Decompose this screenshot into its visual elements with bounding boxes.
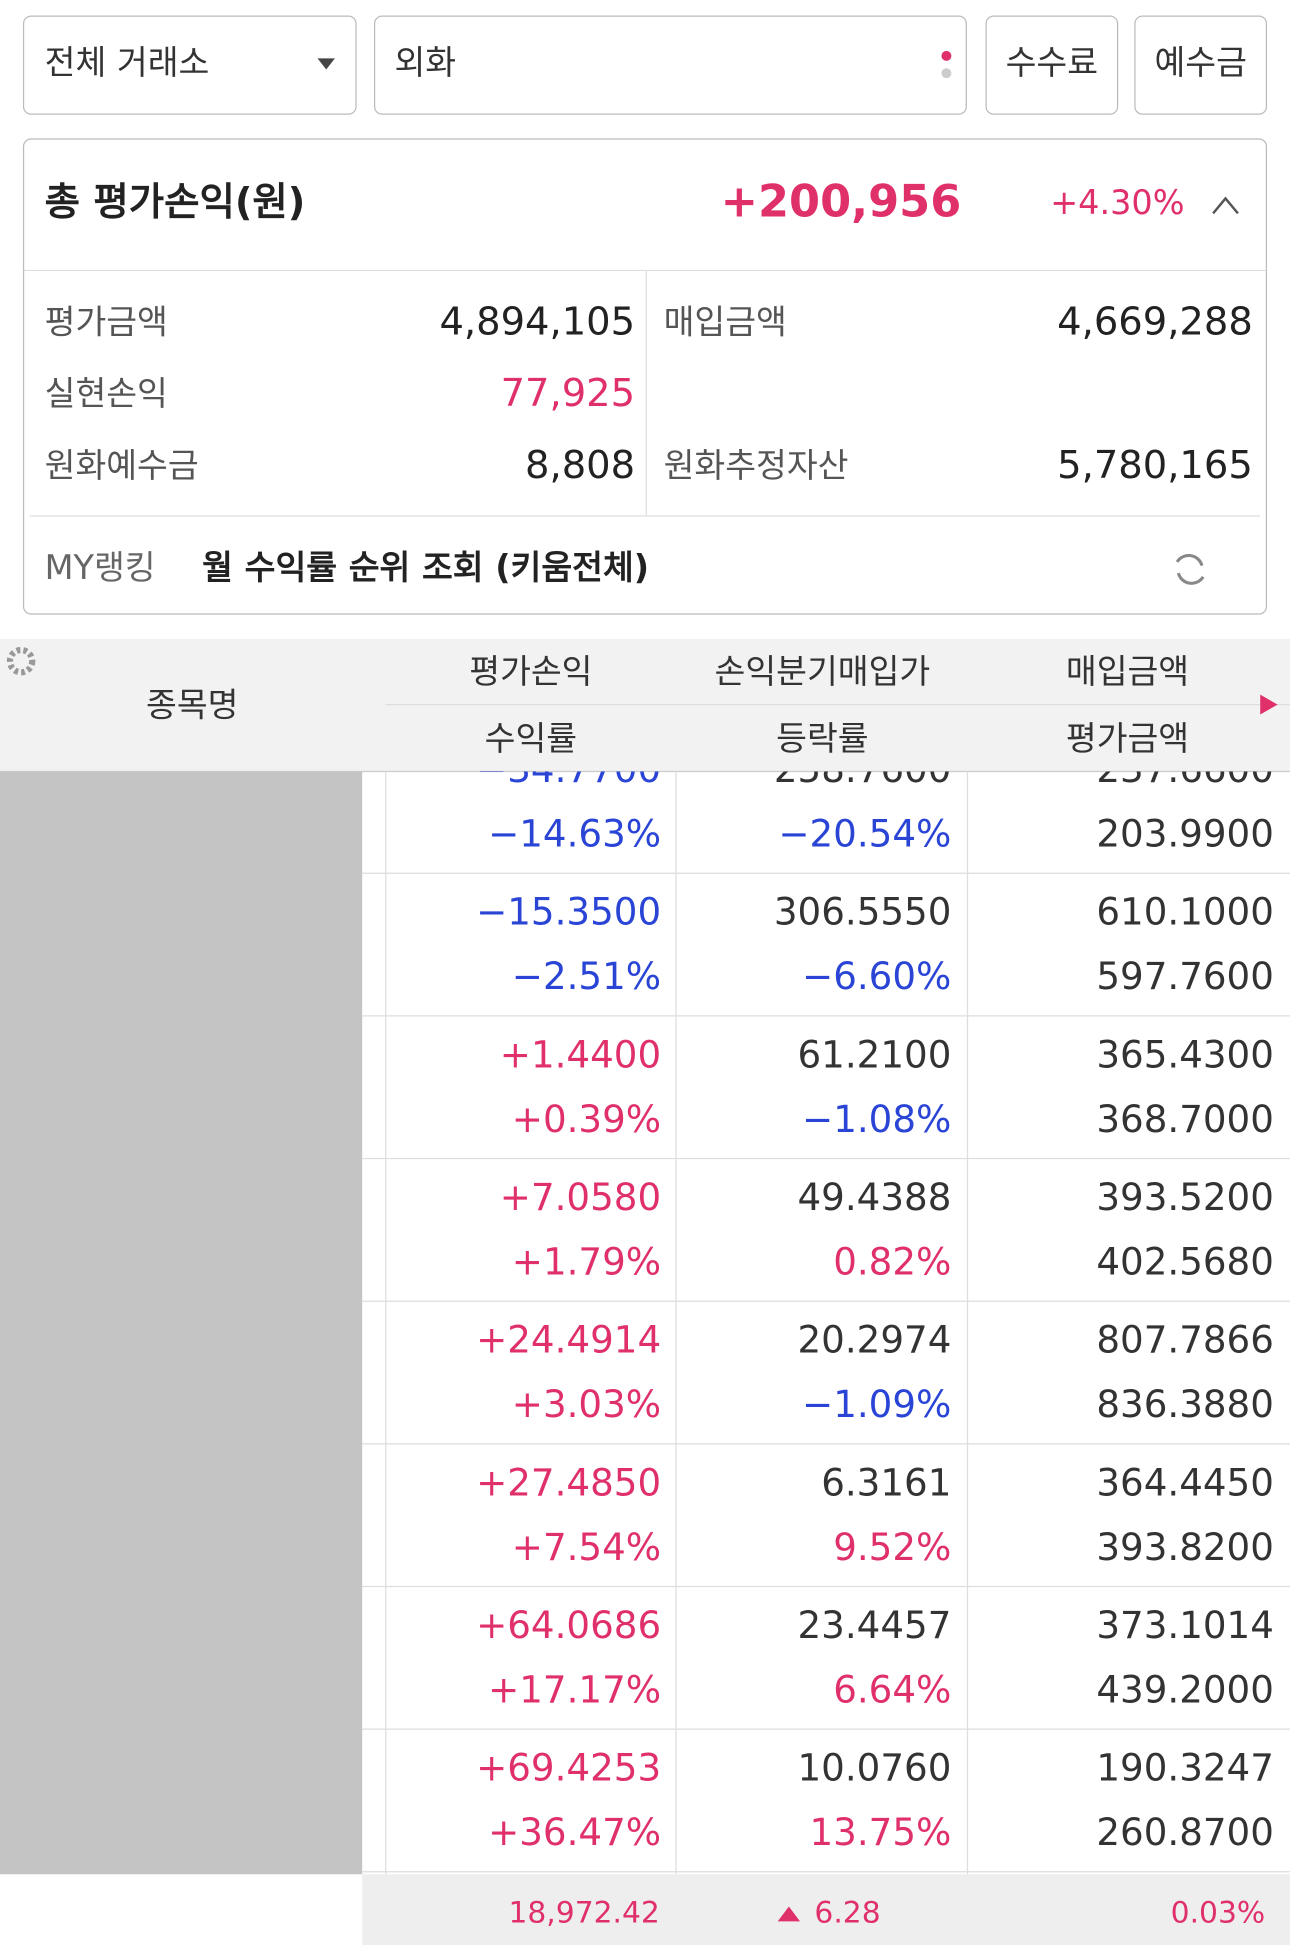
cell: 393.5200 bbox=[1096, 1175, 1274, 1219]
currency-label: 외화 bbox=[394, 43, 456, 82]
cell: −15.3500 bbox=[476, 890, 661, 934]
currency-select[interactable] bbox=[373, 15, 967, 115]
summary-title: 총 평가손익(원) bbox=[45, 180, 306, 225]
header-label: 종목명 bbox=[146, 686, 238, 725]
cell: 23.4457 bbox=[798, 1603, 952, 1647]
summary-rate: +4.30% bbox=[1050, 183, 1184, 222]
cell: 9.52% bbox=[833, 1525, 951, 1569]
item-label: 매입금액 bbox=[664, 302, 787, 341]
cell: 203.9900 bbox=[1096, 812, 1274, 856]
name-column bbox=[0, 771, 363, 1875]
footer-value: 6.28 bbox=[814, 1895, 880, 1930]
item-value: 4,669,288 bbox=[1057, 299, 1253, 344]
cell: +36.47% bbox=[488, 1810, 661, 1854]
cell: 49.4388 bbox=[798, 1175, 952, 1219]
cell: +7.0580 bbox=[500, 1175, 661, 1219]
cell: 190.3247 bbox=[1096, 1746, 1274, 1790]
cell: 258.7600 bbox=[774, 747, 952, 791]
button-label: 수수료 bbox=[1006, 43, 1098, 82]
cell: +1.79% bbox=[512, 1239, 661, 1283]
exchange-select[interactable] bbox=[22, 15, 357, 115]
summary-value: +200,956 bbox=[721, 176, 962, 228]
cell: 373.1014 bbox=[1096, 1603, 1274, 1647]
cell: 402.5680 bbox=[1096, 1239, 1274, 1283]
item-label: 평가금액 bbox=[45, 302, 168, 341]
cell: +69.4253 bbox=[476, 1746, 661, 1790]
cell: 10.0760 bbox=[798, 1746, 952, 1790]
cell: 237.6600 bbox=[1096, 747, 1274, 791]
cell: 306.5550 bbox=[774, 890, 952, 934]
cell: +7.54% bbox=[512, 1525, 661, 1569]
item-value: 4,894,105 bbox=[439, 299, 635, 344]
cell: −14.63% bbox=[488, 812, 661, 856]
footer-value: 18,972.42 bbox=[508, 1895, 659, 1930]
button-label: 예수금 bbox=[1154, 43, 1246, 82]
refresh-icon[interactable] bbox=[1175, 553, 1205, 585]
fee-button[interactable] bbox=[985, 15, 1119, 115]
cell: +27.4850 bbox=[476, 1460, 661, 1504]
cell: −1.09% bbox=[802, 1382, 951, 1426]
cell: 439.2000 bbox=[1096, 1667, 1274, 1711]
collapse-icon[interactable] bbox=[1212, 196, 1239, 215]
cell: 6.3161 bbox=[821, 1460, 951, 1504]
header-label: 매입금액 bbox=[1066, 652, 1189, 691]
dot bbox=[941, 50, 952, 61]
cell: 6.64% bbox=[833, 1667, 951, 1711]
cell: 393.8200 bbox=[1096, 1525, 1274, 1569]
cell: 807.7866 bbox=[1096, 1318, 1274, 1362]
header-label: 평가손익 bbox=[469, 652, 592, 691]
cell: −20.54% bbox=[778, 812, 951, 856]
summary-card bbox=[22, 138, 1268, 615]
cell: +0.39% bbox=[512, 1097, 661, 1141]
cell: +1.4400 bbox=[500, 1032, 661, 1076]
item-value: 77,925 bbox=[501, 371, 636, 416]
item-label: 원화예수금 bbox=[45, 446, 199, 485]
header-label: 등락률 bbox=[776, 719, 868, 758]
item-label: 실현손익 bbox=[45, 374, 168, 413]
item-value: 8,808 bbox=[525, 443, 635, 488]
cell: −1.08% bbox=[802, 1097, 951, 1141]
cell: 13.75% bbox=[810, 1810, 952, 1854]
settings-icon[interactable] bbox=[6, 646, 36, 676]
cell: 260.8700 bbox=[1096, 1810, 1274, 1854]
header-label: 손익분기매입가 bbox=[715, 652, 931, 691]
table-body: −34.7700 −14.63% 258.7600 −20.54% 237.6600 20… bbox=[0, 747, 1290, 1875]
cell: 20.2974 bbox=[798, 1318, 952, 1362]
cell: 610.1000 bbox=[1096, 890, 1274, 934]
cell: +24.4914 bbox=[476, 1318, 661, 1362]
ranking-label: MY랭킹 bbox=[45, 548, 156, 587]
up-triangle bbox=[777, 1906, 801, 1922]
scroll-arrow[interactable] bbox=[1260, 694, 1278, 715]
ranking-link[interactable]: 월 수익률 순위 조회 (키움전체) bbox=[202, 548, 649, 587]
item-label: 원화추정자산 bbox=[664, 446, 849, 485]
footer bbox=[362, 1874, 1290, 1945]
cell: −34.7700 bbox=[476, 747, 661, 791]
cell: +64.0686 bbox=[476, 1603, 661, 1647]
cell: +17.17% bbox=[488, 1667, 661, 1711]
cell: 365.4300 bbox=[1096, 1032, 1274, 1076]
cell: 364.4450 bbox=[1096, 1460, 1274, 1504]
dropdown-arrow bbox=[317, 58, 335, 70]
deposit-button[interactable] bbox=[1134, 15, 1268, 115]
header-label: 수익률 bbox=[485, 719, 577, 758]
cell: 836.3880 bbox=[1096, 1382, 1274, 1426]
cell: −6.60% bbox=[802, 954, 951, 998]
cell: 0.82% bbox=[833, 1239, 951, 1283]
header-label: 평가금액 bbox=[1066, 719, 1189, 758]
footer-value: 0.03% bbox=[1171, 1895, 1266, 1930]
cell: 61.2100 bbox=[798, 1032, 952, 1076]
cell: 597.7600 bbox=[1096, 954, 1274, 998]
dot bbox=[941, 68, 952, 79]
cell: +3.03% bbox=[512, 1382, 661, 1426]
cell: −2.51% bbox=[512, 954, 661, 998]
item-value: 5,780,165 bbox=[1057, 443, 1253, 488]
cell: 368.7000 bbox=[1096, 1097, 1274, 1141]
exchange-label: 전체 거래소 bbox=[45, 43, 210, 82]
